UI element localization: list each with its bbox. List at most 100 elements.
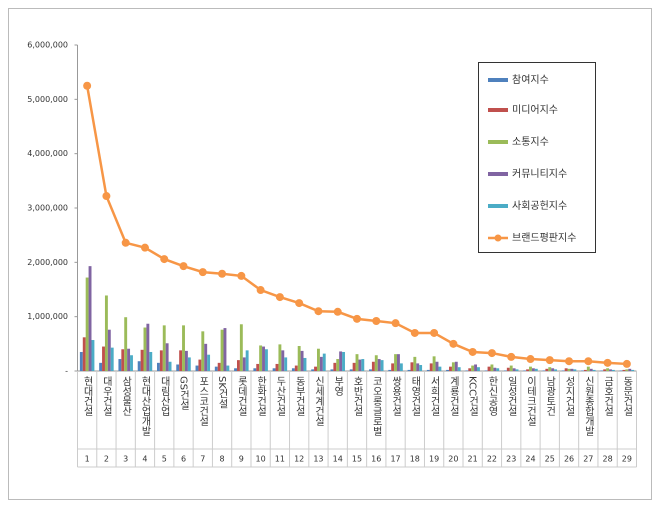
x-tick-label: KCC건설 [467,376,479,416]
bar [435,361,439,371]
bar [107,329,111,371]
bar [355,354,359,371]
bar [143,327,147,371]
bar [512,368,516,371]
line-marker [372,317,381,326]
rank-label: 12 [294,455,304,464]
bar [79,351,83,371]
x-tick-label: 쌍용건설 [390,376,402,416]
bar [606,368,610,371]
rank-label: 13 [313,455,323,464]
rank-label: 3 [123,455,128,464]
bar [600,370,604,371]
bar [526,369,530,371]
legend-label: 소통지수 [512,136,549,148]
bar [410,362,414,371]
rank-label: 2 [104,455,109,464]
x-tick-label: 서희건설 [428,376,440,416]
line-marker [507,352,516,361]
x-tick-label: 코오롱글로벌 [370,376,382,436]
bar [245,350,249,371]
bar [554,369,558,371]
bar [603,369,607,371]
line-marker [603,358,612,367]
bar [625,369,629,371]
rank-label: 26 [564,455,574,464]
bar [149,351,153,371]
bar [394,354,398,371]
bar [333,362,337,371]
rank-label: 1 [85,455,90,464]
bar [380,360,384,371]
y-tick-label: 5,000,000 [27,95,68,104]
bar [619,370,623,371]
legend-label: 미디어지수 [512,104,558,116]
rank-label: 27 [583,455,593,464]
rank-label: 28 [602,455,612,464]
bar [592,369,596,371]
bar [589,368,593,371]
bar [561,370,565,371]
x-tick-label: 대우건설 [100,376,112,416]
bar [256,363,260,371]
legend-label: 참여지수 [512,74,549,86]
bar [339,351,343,371]
bar [179,350,183,371]
bar [226,365,230,371]
bar [204,343,208,371]
y-tick-label: 4,000,000 [27,149,68,158]
bar [628,368,632,371]
bar [85,277,89,371]
bar [454,361,458,371]
bar [223,328,227,371]
bar [264,349,268,371]
rank-label: 11 [275,455,285,464]
line-marker [353,314,361,323]
bar [316,348,320,371]
bar [457,367,461,371]
line-marker [295,299,304,308]
bar [529,366,532,371]
bar [397,354,400,371]
bar [352,362,356,371]
x-tick-label: GS건설 [178,376,190,410]
bar [140,349,144,371]
line-marker [430,328,439,337]
bar [284,357,288,371]
bar [515,369,519,371]
x-tick-label: 대림산업 [158,376,170,416]
x-tick-label: 신세계건설 [312,376,324,426]
bar [474,364,478,371]
bar [523,370,527,371]
bar [399,363,403,371]
rank-label: 10 [256,455,266,464]
bar [253,368,257,371]
bar [184,350,188,371]
bar [342,351,345,371]
bar [586,366,590,371]
line-marker [160,255,169,264]
x-tick-label: 현대건설 [81,376,93,416]
bar [432,356,436,371]
line-marker [526,355,535,364]
bar [234,368,237,371]
bar [468,368,472,371]
rank-label: 8 [220,455,225,464]
rank-label: 9 [239,455,244,464]
bar [201,331,205,371]
rank-label: 6 [181,455,186,464]
bar [330,369,334,371]
bar [165,343,169,371]
bar [503,370,507,371]
bar [121,349,125,371]
bar [278,344,282,371]
line-marker [449,339,458,348]
bar [322,353,326,371]
bar [137,361,141,371]
bar [548,367,552,371]
bar [198,359,202,371]
bar [297,346,301,371]
bar [91,340,95,371]
line-marker [275,293,284,302]
